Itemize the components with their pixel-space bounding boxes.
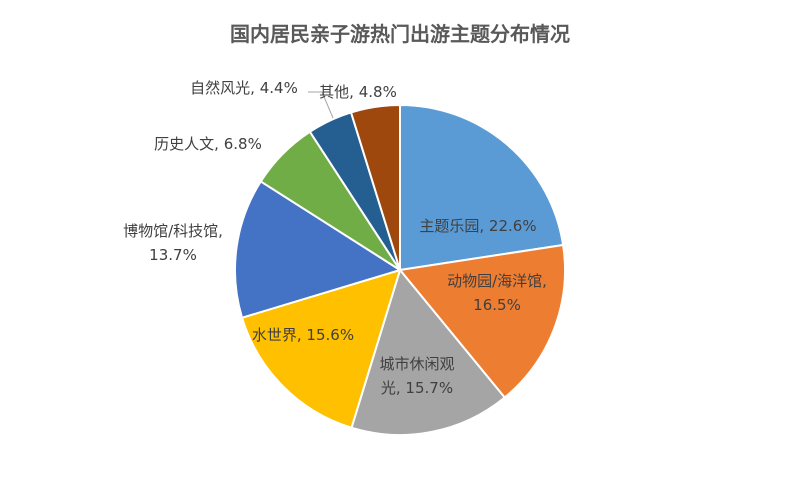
pie-slices	[234, 103, 566, 436]
slice-label-line: 主题乐园, 22.6%	[419, 217, 536, 235]
pie-slice	[398, 243, 566, 399]
slice-label-line: 动物园/海洋馆,	[447, 272, 547, 290]
slice-label: 城市休闲观光, 15.7%	[379, 355, 454, 397]
slice-label-line: 16.5%	[473, 296, 521, 314]
slice-label: 博物馆/科技馆, 13.7%	[123, 222, 223, 264]
pie-slice	[240, 268, 402, 429]
slice-label-line: 光, 15.7%	[381, 379, 453, 397]
slice-label-line: 13.7%	[149, 246, 197, 264]
pie-slice	[399, 103, 565, 272]
slice-label-line: 其他, 4.8%	[319, 83, 397, 101]
slice-label-line: 水世界, 15.6%	[252, 326, 354, 344]
slice-labels: 主题乐园, 22.6% 动物园/海洋馆, 16.5% 城市休闲观光, 15.7% 水世界…	[123, 79, 547, 397]
slice-label: 动物园/海洋馆, 16.5%	[447, 272, 547, 314]
slice-label-line: 博物馆/科技馆,	[123, 222, 223, 240]
leader-line	[308, 91, 334, 119]
pie-slice	[350, 267, 507, 436]
slice-label-line: 自然风光, 4.4%	[190, 79, 298, 97]
slice-label: 自然风光, 4.4%	[190, 79, 298, 97]
slice-label: 主题乐园, 22.6%	[419, 217, 536, 235]
leader-lines	[308, 91, 334, 119]
slice-label: 其他, 4.8%	[319, 83, 397, 101]
pie-slice	[349, 103, 401, 271]
slice-label-line: 城市休闲观	[379, 355, 454, 373]
pie-slice	[234, 180, 403, 319]
slice-label-line: 历史人文, 6.8%	[154, 135, 262, 153]
chart-title: 国内居民亲子游热门出游主题分布情况	[230, 22, 570, 46]
slice-label: 水世界, 15.6%	[252, 326, 354, 344]
slice-label: 历史人文, 6.8%	[154, 135, 262, 153]
